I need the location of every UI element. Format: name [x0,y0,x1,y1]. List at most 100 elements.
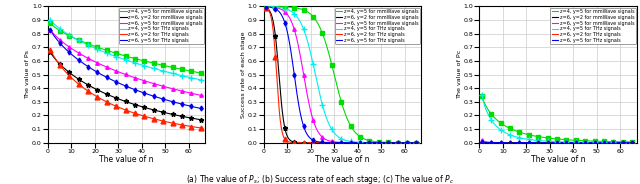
z=6, y=5 for THz signals [401,141,408,144]
Line: z=6, y=5 for mmWave signals: z=6, y=5 for mmWave signals [482,140,634,143]
z=6, y=2 for THz signals [478,141,486,144]
z=4, y=5 for mmWave signals [616,141,624,143]
z=6, y=2 for mmWave signals [391,141,399,144]
z=6, y=2 for mmWave signals [353,141,361,144]
z=6, y=5 for mmWave signals [401,141,408,144]
z=6, y=5 for mmWave signals [262,6,270,8]
z=6, y=2 for mmWave signals [137,105,145,107]
z=4, y=5 for THz signals [47,20,54,22]
z=6, y=5 for mmWave signals [175,89,183,91]
z=6, y=5 for mmWave signals [262,6,270,8]
z=6, y=2 for THz signals [401,141,408,144]
z=4, y=5 for THz signals [262,6,270,8]
z=4, y=5 for THz signals [569,141,577,143]
z=4, y=5 for THz signals [47,19,54,21]
Line: z=4, y=5 for THz signals: z=4, y=5 for THz signals [266,7,419,143]
z=6, y=2 for mmWave signals [47,52,54,54]
z=6, y=5 for THz signals [478,141,486,143]
Y-axis label: Success rate of each stage: Success rate of each stage [241,31,246,118]
Line: z=6, y=2 for THz signals: z=6, y=2 for THz signals [51,50,203,128]
z=6, y=5 for mmWave signals [199,95,207,97]
Legend: z=4, y=5 for mmWave signals, z=6, y=2 for mmWave signals, z=6, y=5 for mmWave si: z=4, y=5 for mmWave signals, z=6, y=2 fo… [335,8,420,44]
z=6, y=2 for mmWave signals [572,141,579,144]
z=6, y=5 for mmWave signals [478,140,486,142]
z=6, y=5 for mmWave signals [415,141,422,144]
z=4, y=5 for THz signals [415,141,422,144]
z=6, y=5 for mmWave signals [356,141,364,144]
z=6, y=5 for THz signals [47,29,54,31]
z=6, y=2 for mmWave signals [185,116,193,119]
z=6, y=5 for mmWave signals [185,92,193,94]
z=4, y=5 for mmWave signals [138,59,145,61]
z=6, y=5 for mmWave signals [353,141,361,144]
Line: z=4, y=5 for mmWave signals: z=4, y=5 for mmWave signals [482,96,634,142]
z=4, y=5 for THz signals [391,141,399,144]
Line: z=6, y=2 for mmWave signals: z=6, y=2 for mmWave signals [51,52,203,120]
z=6, y=2 for THz signals [569,141,577,144]
z=6, y=2 for mmWave signals [140,106,148,108]
z=4, y=5 for mmWave signals [415,141,422,144]
z=6, y=5 for mmWave signals [607,141,614,144]
z=4, y=5 for mmWave signals [353,133,361,135]
Line: z=6, y=5 for mmWave signals: z=6, y=5 for mmWave signals [266,7,419,143]
z=6, y=5 for THz signals [415,141,422,144]
z=4, y=5 for mmWave signals [572,139,579,141]
z=6, y=5 for THz signals [616,141,624,144]
z=6, y=5 for THz signals [262,6,270,8]
z=4, y=5 for mmWave signals [353,132,360,135]
z=6, y=2 for mmWave signals [199,119,207,121]
z=4, y=5 for mmWave signals [262,5,270,8]
Line: z=4, y=5 for THz signals: z=4, y=5 for THz signals [51,20,203,80]
z=4, y=5 for THz signals [478,96,486,98]
Line: z=6, y=2 for mmWave signals: z=6, y=2 for mmWave signals [266,8,419,143]
Line: z=6, y=5 for THz signals: z=6, y=5 for THz signals [482,142,634,143]
Line: z=6, y=2 for THz signals: z=6, y=2 for THz signals [266,8,419,143]
z=4, y=5 for THz signals [401,141,408,144]
z=4, y=5 for mmWave signals [175,68,183,70]
Legend: z=4, y=5 for mmWave signals, z=6, y=2 for mmWave signals, z=6, y=5 for mmWave si: z=4, y=5 for mmWave signals, z=6, y=2 fo… [119,8,204,44]
z=6, y=2 for mmWave signals [616,141,624,144]
z=4, y=5 for mmWave signals [262,5,270,8]
z=6, y=2 for THz signals [572,141,579,144]
z=4, y=5 for THz signals [185,76,193,78]
z=6, y=5 for mmWave signals [138,79,145,81]
z=4, y=5 for THz signals [356,141,364,143]
z=6, y=2 for THz signals [630,141,638,144]
z=6, y=2 for THz signals [607,141,614,144]
z=6, y=2 for THz signals [262,7,270,9]
z=4, y=5 for THz signals [568,141,576,143]
z=4, y=5 for THz signals [353,141,360,143]
z=6, y=2 for mmWave signals [138,105,145,108]
z=6, y=5 for mmWave signals [140,79,148,82]
z=4, y=5 for THz signals [616,141,624,144]
z=6, y=2 for THz signals [138,114,145,116]
z=4, y=5 for THz signals [262,6,270,8]
z=4, y=5 for mmWave signals [391,141,399,144]
z=6, y=2 for THz signals [47,49,54,51]
z=6, y=2 for mmWave signals [262,7,270,9]
z=4, y=5 for THz signals [607,141,614,144]
z=6, y=5 for THz signals [175,102,183,105]
z=6, y=2 for THz signals [478,141,486,144]
X-axis label: The value of n: The value of n [531,155,586,164]
z=6, y=5 for THz signals [391,141,399,144]
z=4, y=5 for mmWave signals [568,139,576,141]
z=6, y=2 for mmWave signals [262,7,270,9]
Y-axis label: The value of Ps: The value of Ps [26,50,31,99]
z=6, y=5 for THz signals [262,6,270,8]
z=4, y=5 for mmWave signals [630,141,638,143]
z=4, y=5 for mmWave signals [478,96,486,98]
z=6, y=2 for mmWave signals [415,141,422,144]
z=4, y=5 for mmWave signals [140,60,148,62]
z=6, y=5 for THz signals [607,141,614,144]
z=4, y=5 for THz signals [199,79,207,82]
z=4, y=5 for THz signals [137,64,145,66]
z=4, y=5 for THz signals [353,141,361,143]
z=6, y=2 for mmWave signals [353,141,360,144]
z=6, y=2 for mmWave signals [568,141,576,144]
z=6, y=5 for THz signals [353,141,361,144]
z=6, y=2 for THz signals [415,141,422,144]
Y-axis label: The value of Pc: The value of Pc [457,50,462,99]
z=6, y=2 for THz signals [353,141,361,144]
Line: z=4, y=5 for THz signals: z=4, y=5 for THz signals [482,95,634,143]
